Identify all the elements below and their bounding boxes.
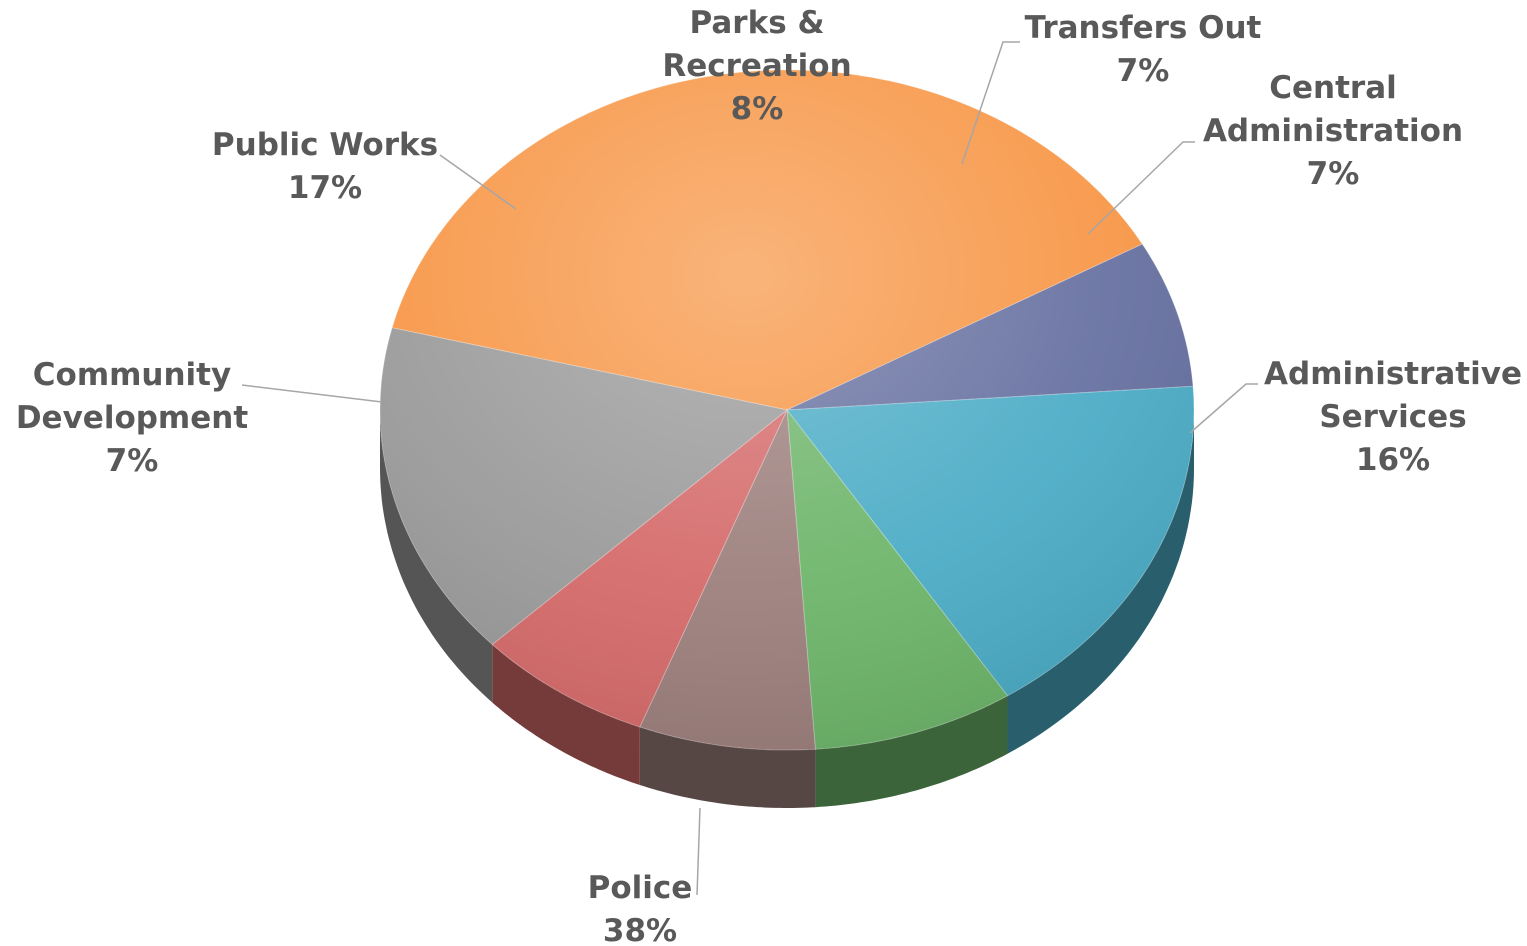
slice-name-label-6: Administrative	[1264, 356, 1522, 392]
slice-percent-label-2: 17%	[288, 170, 362, 206]
pie-side-2	[1007, 410, 1194, 754]
slice-name-label-2: Public Works	[212, 127, 438, 163]
slice-name-label-1: Development	[16, 400, 248, 436]
slice-name-label-3: Recreation	[662, 48, 851, 84]
leader-line-6	[1189, 383, 1258, 434]
slice-name-label-5: Administration	[1203, 113, 1463, 149]
pie-side-4	[639, 727, 816, 808]
leader-lines	[241, 41, 1258, 896]
pie-tops	[379, 69, 1195, 751]
slice-percent-label-0: 38%	[603, 913, 677, 946]
leader-line-5	[1087, 141, 1195, 235]
pie-side-5	[492, 644, 640, 785]
leader-line-1	[241, 384, 383, 403]
data-labels: Police 38% Community Development 7% Public Wo…	[16, 5, 1522, 946]
leader-line-4	[961, 41, 1020, 165]
leader-line-0	[696, 807, 701, 896]
slice-name-label-0: Police	[588, 870, 693, 906]
slice-percent-label-4: 7%	[1117, 53, 1170, 89]
pie-side-3	[815, 695, 1008, 808]
slice-percent-label-3: 8%	[731, 91, 784, 127]
slice-name-label-3: Parks &	[690, 5, 825, 41]
slice-percent-label-1: 7%	[106, 443, 159, 479]
slice-name-label-5: Central	[1269, 70, 1397, 106]
slice-name-label-1: Community	[33, 357, 231, 393]
leader-line-2	[439, 154, 517, 210]
slice-percent-label-5: 7%	[1307, 156, 1360, 192]
slice-percent-label-6: 16%	[1356, 442, 1430, 478]
pie-shine	[380, 70, 1194, 750]
pie-side-6	[380, 410, 493, 703]
slice-name-label-4: Transfers Out	[1025, 10, 1262, 46]
slice-name-label-6: Services	[1319, 399, 1466, 435]
pie-sides	[380, 410, 1194, 808]
